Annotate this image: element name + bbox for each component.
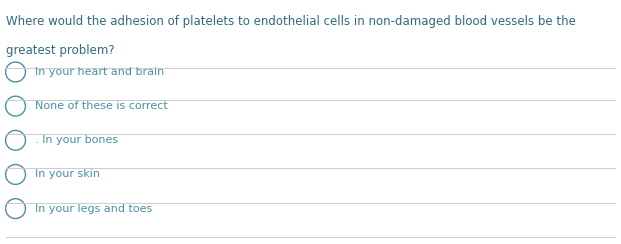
Text: In your skin: In your skin bbox=[35, 170, 101, 179]
Text: Where would the adhesion of platelets to endothelial cells in non-damaged blood : Where would the adhesion of platelets to… bbox=[6, 15, 576, 28]
Text: None of these is correct: None of these is correct bbox=[35, 101, 168, 111]
Text: greatest problem?: greatest problem? bbox=[6, 44, 115, 57]
Text: . In your bones: . In your bones bbox=[35, 135, 119, 145]
Text: In your heart and brain: In your heart and brain bbox=[35, 67, 165, 77]
Text: In your legs and toes: In your legs and toes bbox=[35, 204, 153, 214]
